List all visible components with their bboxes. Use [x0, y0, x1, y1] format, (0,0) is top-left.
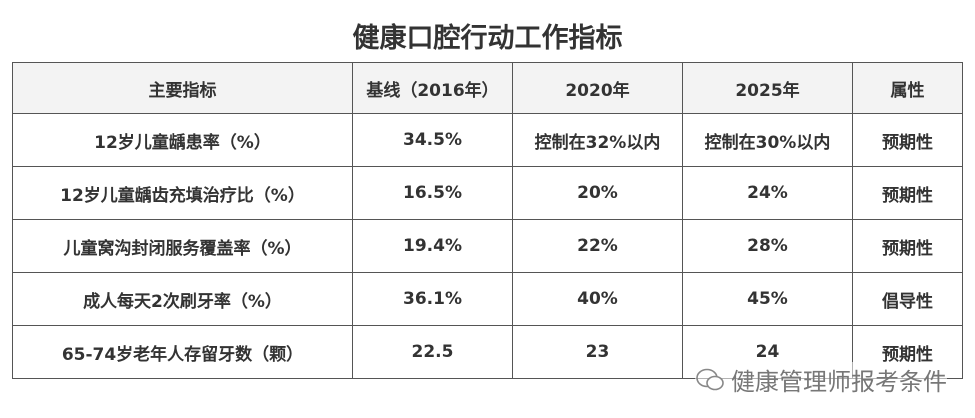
table-cell: 预期性	[852, 219, 963, 273]
table-row: 65-74岁老年人存留牙数（颗） 22.5 23 24 预期性	[12, 325, 963, 379]
table-cell: 儿童窝沟封闭服务覆盖率（%）	[12, 219, 353, 273]
column-header: 2025年	[682, 62, 853, 114]
column-header: 属性	[852, 62, 963, 114]
wechat-icon	[696, 368, 724, 390]
table-cell: 20%	[512, 166, 683, 220]
table-cell: 控制在32%以内	[512, 113, 683, 167]
table-cell: 45%	[682, 272, 853, 326]
table-cell: 16.5%	[352, 166, 513, 220]
table-cell: 65-74岁老年人存留牙数（颗）	[12, 325, 353, 379]
table-cell: 成人每天2次刷牙率（%）	[12, 272, 353, 326]
table-cell: 34.5%	[352, 113, 513, 167]
column-header: 2020年	[512, 62, 683, 114]
watermark-text: 健康管理师报考条件	[731, 368, 947, 396]
table-cell: 23	[512, 325, 683, 379]
indicator-table: 主要指标 基线（2016年） 2020年 2025年 属性 12岁儿童龋患率（%） 34.…	[12, 62, 963, 379]
table-cell: 24%	[682, 166, 853, 220]
table-cell: 12岁儿童龋齿充填治疗比（%）	[12, 166, 353, 220]
title: 健康口腔行动工作指标	[352, 23, 623, 54]
table-cell: 22.5	[352, 325, 513, 379]
table-cell: 40%	[512, 272, 683, 326]
table-row: 儿童窝沟封闭服务覆盖率（%） 19.4% 22% 28% 预期性	[12, 219, 963, 273]
table-cell: 预期性	[852, 166, 963, 220]
table-row: 12岁儿童龋齿充填治疗比（%） 16.5% 20% 24% 预期性	[12, 166, 963, 220]
column-header: 基线（2016年）	[352, 62, 513, 114]
table-body: 12岁儿童龋患率（%） 34.5% 控制在32%以内 控制在30%以内 预期性 12岁儿童…	[12, 113, 963, 379]
table-row: 成人每天2次刷牙率（%） 36.1% 40% 45% 倡导性	[12, 272, 963, 326]
table-cell: 预期性	[852, 113, 963, 167]
header-row: 主要指标 基线（2016年） 2020年 2025年 属性	[12, 62, 963, 114]
table-cell: 36.1%	[352, 272, 513, 326]
table-row: 12岁儿童龋患率（%） 34.5% 控制在32%以内 控制在30%以内 预期性	[12, 113, 963, 167]
table-cell: 22%	[512, 219, 683, 273]
watermark: 健康管理师报考条件	[695, 362, 947, 397]
table-cell: 12岁儿童龋患率（%）	[12, 113, 353, 167]
table-cell: 倡导性	[852, 272, 963, 326]
column-header: 主要指标	[12, 62, 353, 114]
table-cell: 28%	[682, 219, 853, 273]
table-cell: 19.4%	[352, 219, 513, 273]
table-cell: 控制在30%以内	[682, 113, 853, 167]
